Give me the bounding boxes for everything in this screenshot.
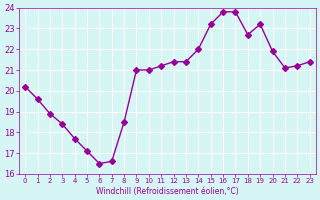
X-axis label: Windchill (Refroidissement éolien,°C): Windchill (Refroidissement éolien,°C)	[96, 187, 239, 196]
